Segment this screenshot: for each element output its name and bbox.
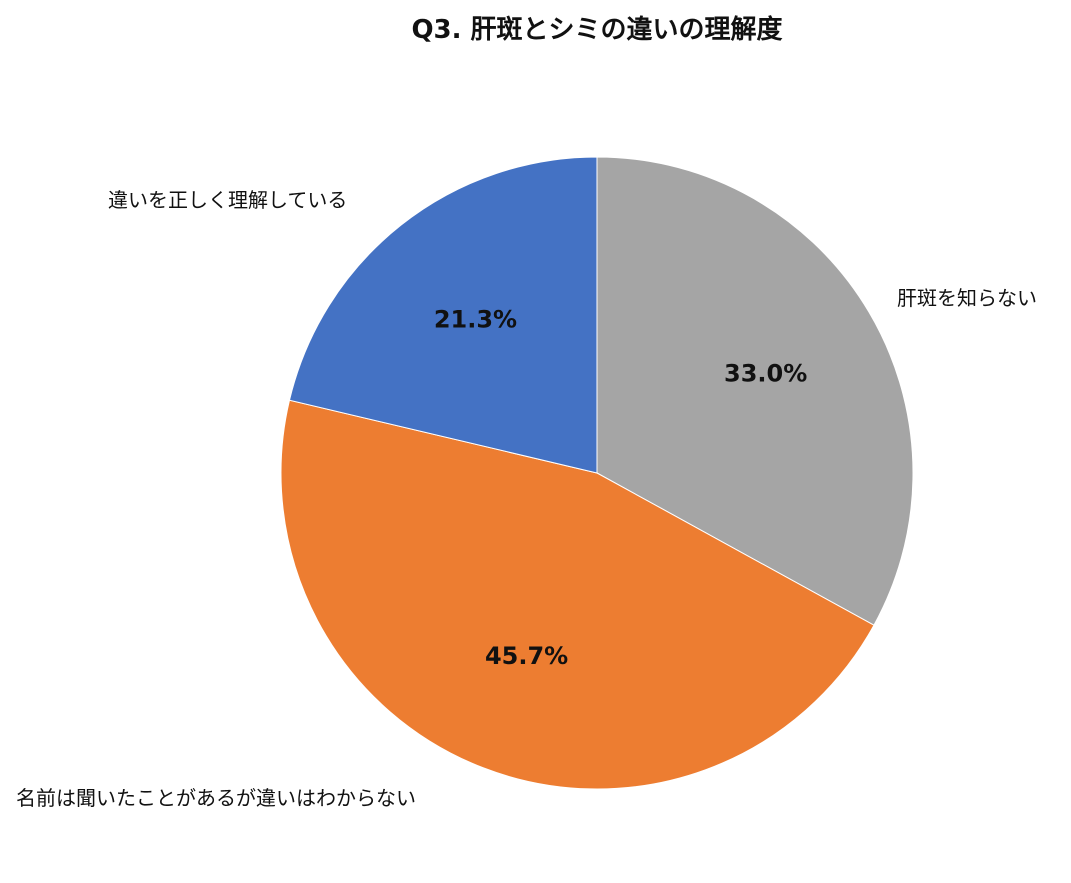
pie-value-label-2: 45.7% [485, 642, 568, 670]
pie-category-label-3: 違いを正しく理解している [108, 188, 347, 212]
pie-value-label-3: 21.3% [434, 305, 517, 333]
pie-category-label-2: 名前は聞いたことがあるが違いはわからない [16, 786, 416, 810]
pie-slice-1 [596, 156, 914, 626]
pie-slice-3 [288, 156, 598, 474]
pie-value-labels: 33.0% 45.7% 21.3% [434, 305, 807, 670]
pie-slices [280, 156, 914, 790]
chart-title: Q3. 肝斑とシミの違いの理解度 [411, 14, 782, 45]
pie-slice-2 [280, 399, 875, 790]
pie-value-label-1: 33.0% [724, 359, 807, 387]
pie-category-label-1: 肝斑を知らない [897, 286, 1037, 310]
